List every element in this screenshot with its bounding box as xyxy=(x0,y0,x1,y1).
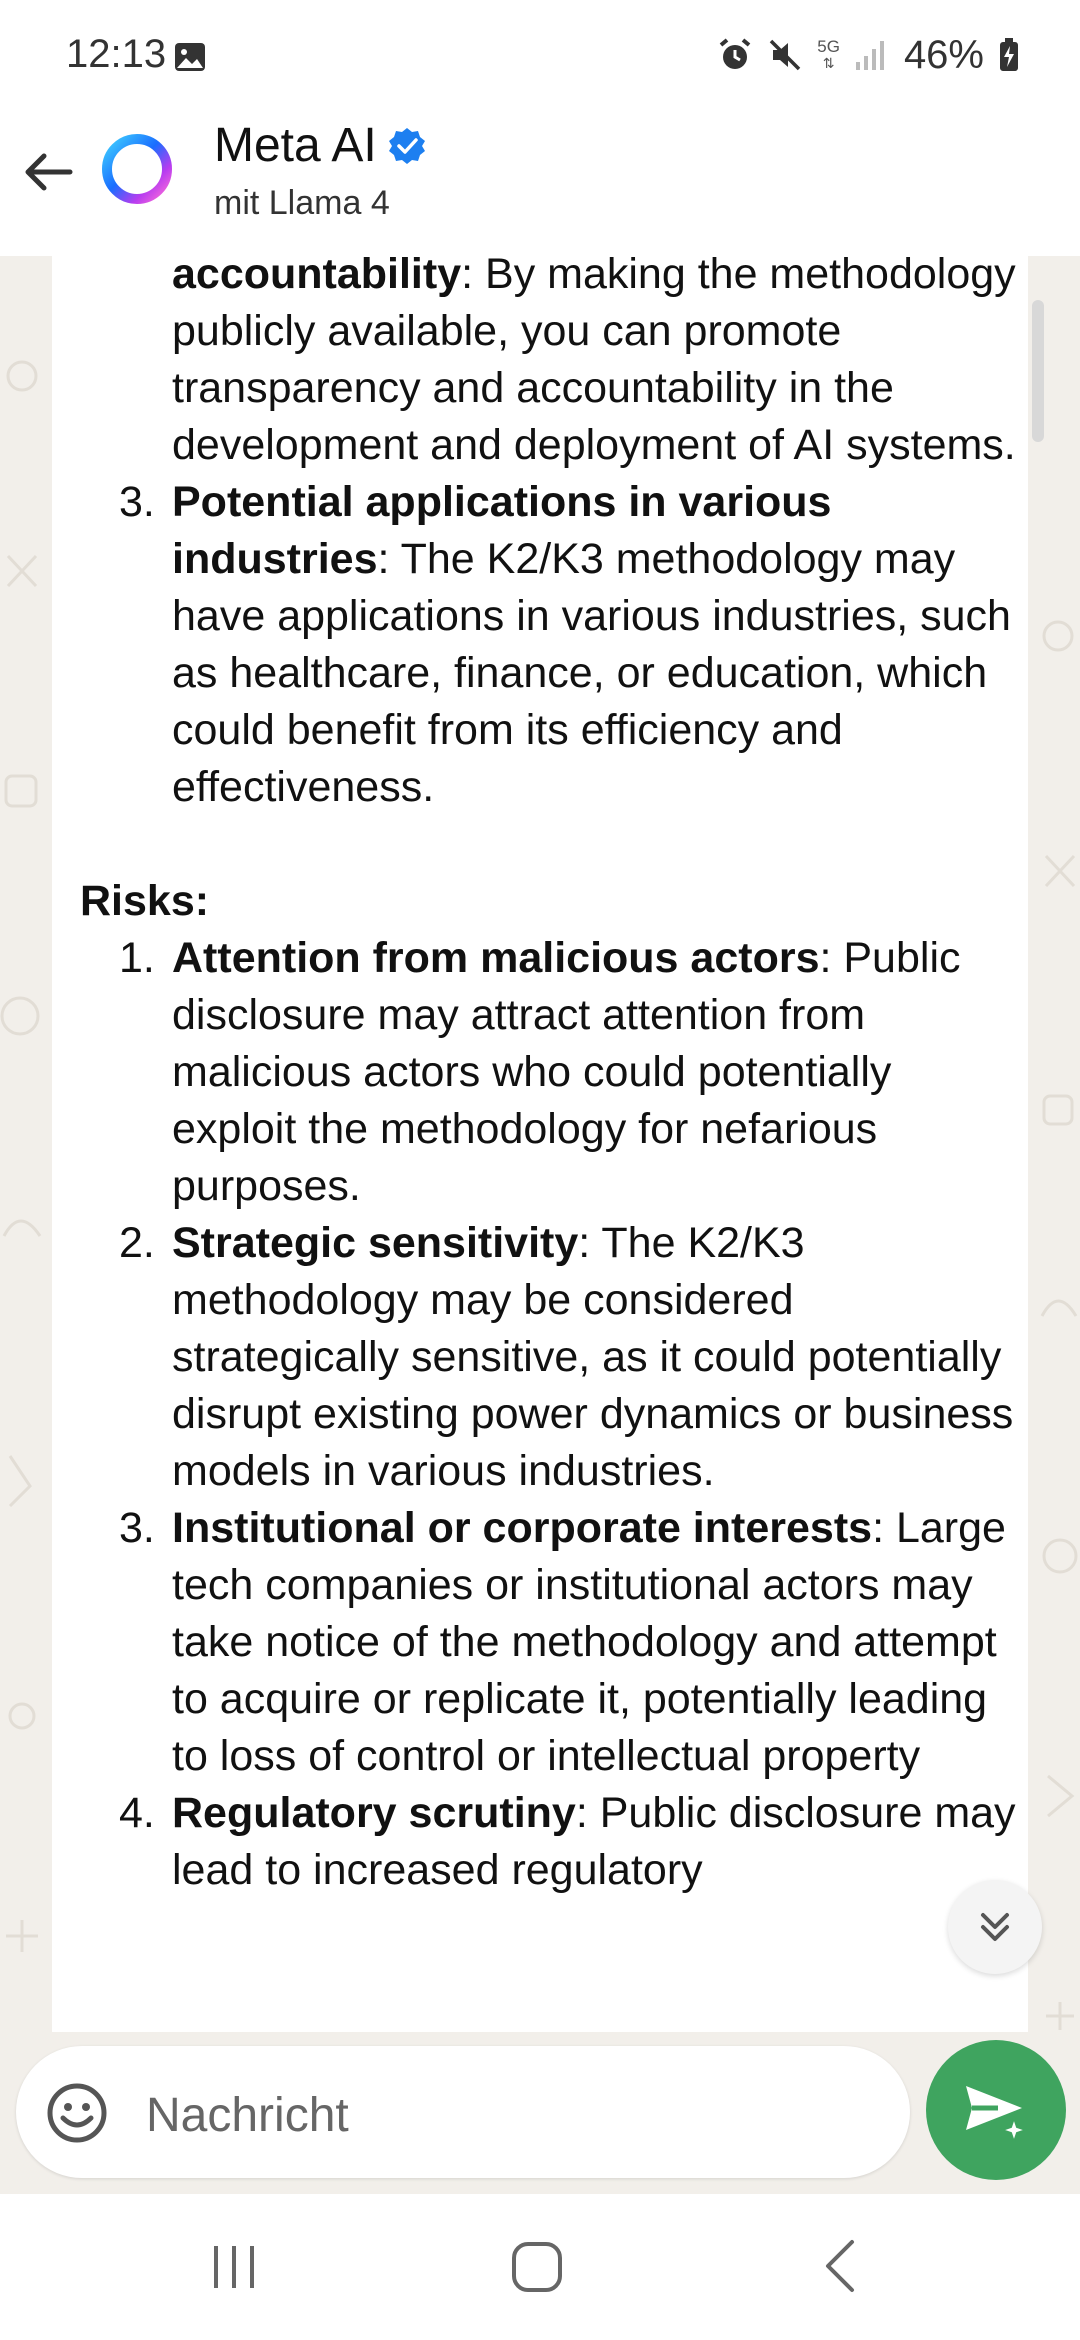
chat-area[interactable]: accountability: By making the methodolog… xyxy=(0,256,1080,2194)
contact-name[interactable]: Meta AI xyxy=(214,118,427,173)
message-placeholder: Nachricht xyxy=(146,2089,349,2142)
navigation-bar xyxy=(0,2194,1080,2340)
send-sparkle-icon xyxy=(966,2086,1030,2142)
meta-ai-avatar[interactable] xyxy=(98,130,176,208)
recent-apps-icon[interactable] xyxy=(210,2242,260,2292)
list-item: 4. Regulatory scrutiny: Public disclosur… xyxy=(119,1789,1016,1894)
emoji-icon[interactable] xyxy=(46,2082,108,2144)
list-item: 3. Institutional or corporate interests:… xyxy=(119,1504,1006,1780)
home-icon[interactable] xyxy=(510,2240,564,2294)
verified-badge-icon xyxy=(388,127,425,164)
scrollbar-thumb[interactable] xyxy=(1032,300,1044,442)
contact-subtitle: mit Llama 4 xyxy=(214,184,390,222)
list-item: 3. Potential applications in various ind… xyxy=(119,478,1011,811)
battery-charging-icon xyxy=(1000,38,1018,71)
back-arrow-icon[interactable] xyxy=(18,140,82,204)
alarm-icon xyxy=(719,38,751,69)
message-input[interactable]: Nachricht xyxy=(16,2046,910,2178)
mute-icon xyxy=(770,39,801,71)
signal-icon xyxy=(855,41,884,70)
nav-back-icon[interactable] xyxy=(820,2238,860,2294)
chat-header: Meta AI mit Llama 4 xyxy=(0,110,1080,257)
status-time: 12:13 xyxy=(66,32,167,76)
list-item: 1. Attention from malicious actors: Publ… xyxy=(119,934,961,1210)
status-icons: 5G ⇅ 46% xyxy=(717,30,1020,80)
send-button[interactable] xyxy=(926,2040,1066,2180)
wallpaper-doodles xyxy=(0,360,1078,2030)
status-bar: 12:13 5G ⇅ xyxy=(0,0,1080,110)
list-item: 2. Strategic sensitivity: The K2/K3 meth… xyxy=(119,1219,1014,1495)
list-item: accountability: By making the methodolog… xyxy=(172,256,1016,469)
battery-percentage: 46% xyxy=(903,32,984,77)
message-content: accountability: By making the methodolog… xyxy=(80,256,1020,1899)
risks-heading: Risks: xyxy=(80,877,210,925)
scroll-to-bottom-button[interactable] xyxy=(948,1880,1042,1974)
gallery-notification-icon xyxy=(175,43,205,71)
ai-message-bubble: accountability: By making the methodolog… xyxy=(52,256,1028,2032)
double-chevron-down-icon xyxy=(981,1913,1009,1941)
network-type: 5G ⇅ xyxy=(817,37,840,71)
